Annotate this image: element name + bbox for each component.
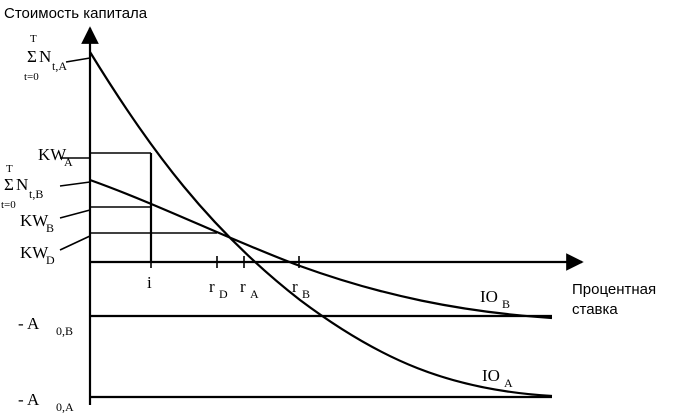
- x-label-r-b: r: [292, 277, 298, 296]
- a0b-label: - A: [18, 314, 40, 333]
- a0a-label: - A: [18, 390, 40, 409]
- sum-b-top: T: [6, 163, 13, 175]
- sum-b-sub: t,B: [29, 187, 43, 201]
- io-b-label: IO: [480, 287, 498, 306]
- x-label-r-a-sub: A: [250, 287, 259, 301]
- kw-d-pointer: [59, 235, 91, 251]
- sum-a-sigma: Σ: [27, 47, 37, 66]
- x-label-r-d-sub: D: [219, 287, 228, 301]
- x-label-r-a: r: [240, 277, 246, 296]
- sum-a-top: T: [30, 33, 37, 45]
- io-a-label: IO: [482, 366, 500, 385]
- sum-a-pointer: [65, 57, 91, 63]
- a0a-sub: 0,A: [56, 400, 74, 414]
- kw-d-label: KW: [20, 243, 49, 262]
- a0b-sub: 0,B: [56, 324, 73, 338]
- io-a-curve: [89, 51, 553, 398]
- kw-d-sub: D: [46, 253, 55, 267]
- x-axis-title-line1: Процентная: [572, 281, 656, 298]
- sum-b-n: N: [16, 175, 28, 194]
- x-label-r-b-sub: B: [302, 287, 310, 301]
- x-axis-title-line2: ставка: [572, 301, 618, 318]
- kw-a-sub: A: [64, 155, 73, 169]
- io-a-sub: A: [504, 376, 513, 390]
- y-axis-title: Стоимость капитала: [4, 5, 148, 22]
- sum-b-sigma: Σ: [4, 175, 14, 194]
- io-b-sub: B: [502, 297, 510, 311]
- sum-a-n: N: [39, 47, 51, 66]
- io-b-curve: [89, 178, 553, 320]
- sum-a-bottom: t=0: [24, 71, 39, 83]
- kw-b-sub: B: [46, 221, 54, 235]
- kw-b-label: KW: [20, 211, 49, 230]
- sum-a-sub: t,A: [52, 59, 67, 73]
- sum-b-bottom: t=0: [1, 199, 16, 211]
- x-label-i: i: [147, 273, 152, 292]
- kw-a-label: KW: [38, 145, 67, 164]
- sum-b-pointer: [59, 181, 91, 187]
- x-label-r-d: r: [209, 277, 215, 296]
- kw-b-pointer: [59, 209, 91, 219]
